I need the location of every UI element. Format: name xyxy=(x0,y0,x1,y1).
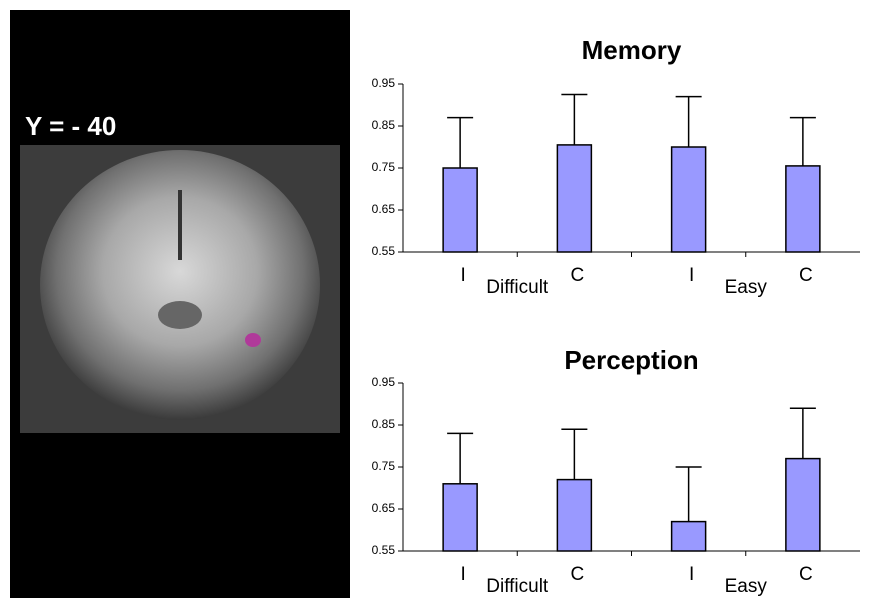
bar xyxy=(670,146,707,253)
x-tick-label: I xyxy=(689,265,694,286)
y-tick-label: 0.95 xyxy=(372,76,396,90)
group-label: Easy xyxy=(725,277,768,298)
group-label: Difficult xyxy=(486,277,549,298)
x-tick-label: C xyxy=(799,564,813,585)
x-tick-label: C xyxy=(571,564,585,585)
chart-title: Memory xyxy=(582,35,682,65)
bar xyxy=(785,165,821,253)
bar xyxy=(785,457,821,552)
bar xyxy=(556,144,593,253)
y-tick-label: 0.85 xyxy=(372,118,396,132)
bar xyxy=(442,483,478,552)
bar xyxy=(442,167,478,253)
y-tick-label: 0.75 xyxy=(372,160,396,174)
group-label: Easy xyxy=(725,576,768,597)
y-tick-label: 0.55 xyxy=(372,244,396,258)
group-label: Difficult xyxy=(486,576,549,597)
y-tick-label: 0.75 xyxy=(372,459,396,473)
y-tick-label: 0.65 xyxy=(372,202,396,216)
x-tick-label: I xyxy=(460,564,465,585)
bar xyxy=(556,478,593,552)
activation-blob xyxy=(245,333,261,347)
x-tick-label: C xyxy=(571,265,585,286)
x-tick-label: I xyxy=(689,564,694,585)
brain-slice xyxy=(40,150,320,420)
y-tick-label: 0.85 xyxy=(372,417,396,431)
brain-ventricle xyxy=(158,301,202,329)
x-tick-label: I xyxy=(460,265,465,286)
y-tick-label: 0.95 xyxy=(372,375,396,389)
y-tick-label: 0.55 xyxy=(372,543,396,557)
slice-label: Y = - 40 xyxy=(25,111,116,141)
bar xyxy=(670,520,707,552)
chart-title: Perception xyxy=(564,345,698,375)
y-tick-label: 0.65 xyxy=(372,501,396,515)
x-tick-label: C xyxy=(799,265,813,286)
